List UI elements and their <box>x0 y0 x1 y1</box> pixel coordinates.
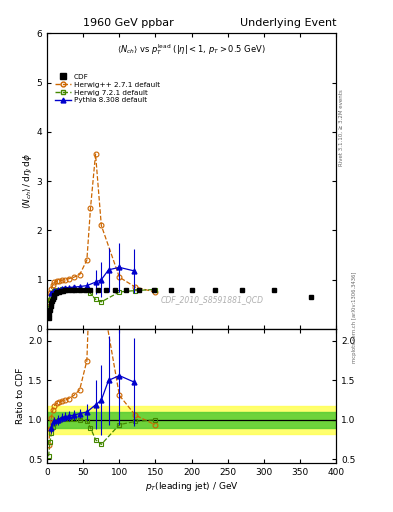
Text: CDF_2010_S8591881_QCD: CDF_2010_S8591881_QCD <box>160 295 263 304</box>
Y-axis label: Ratio to CDF: Ratio to CDF <box>16 368 25 424</box>
Text: $\langle N_{ch}\rangle$ vs $p_T^\mathrm{lead}$ ($|\eta| < 1,\, p_T > 0.5$ GeV): $\langle N_{ch}\rangle$ vs $p_T^\mathrm{… <box>117 42 266 57</box>
Legend: CDF, Herwig++ 2.7.1 default, Herwig 7.2.1 default, Pythia 8.308 default: CDF, Herwig++ 2.7.1 default, Herwig 7.2.… <box>54 72 162 105</box>
Text: Rivet 3.1.10, ≥ 3.2M events: Rivet 3.1.10, ≥ 3.2M events <box>339 90 344 166</box>
Bar <box>47 412 336 428</box>
Y-axis label: $\langle N_{ch}\rangle\,/\,\mathrm{d}\eta_l\,\mathrm{d}\phi$: $\langle N_{ch}\rangle\,/\,\mathrm{d}\et… <box>21 153 34 209</box>
Text: Underlying Event: Underlying Event <box>239 18 336 28</box>
X-axis label: $p_T$(leading jet) / GeV: $p_T$(leading jet) / GeV <box>145 480 239 493</box>
Text: 1960 GeV ppbar: 1960 GeV ppbar <box>83 18 173 28</box>
Bar <box>47 406 336 434</box>
Text: mcplots.cern.ch [arXiv:1306.3436]: mcplots.cern.ch [arXiv:1306.3436] <box>352 272 357 363</box>
